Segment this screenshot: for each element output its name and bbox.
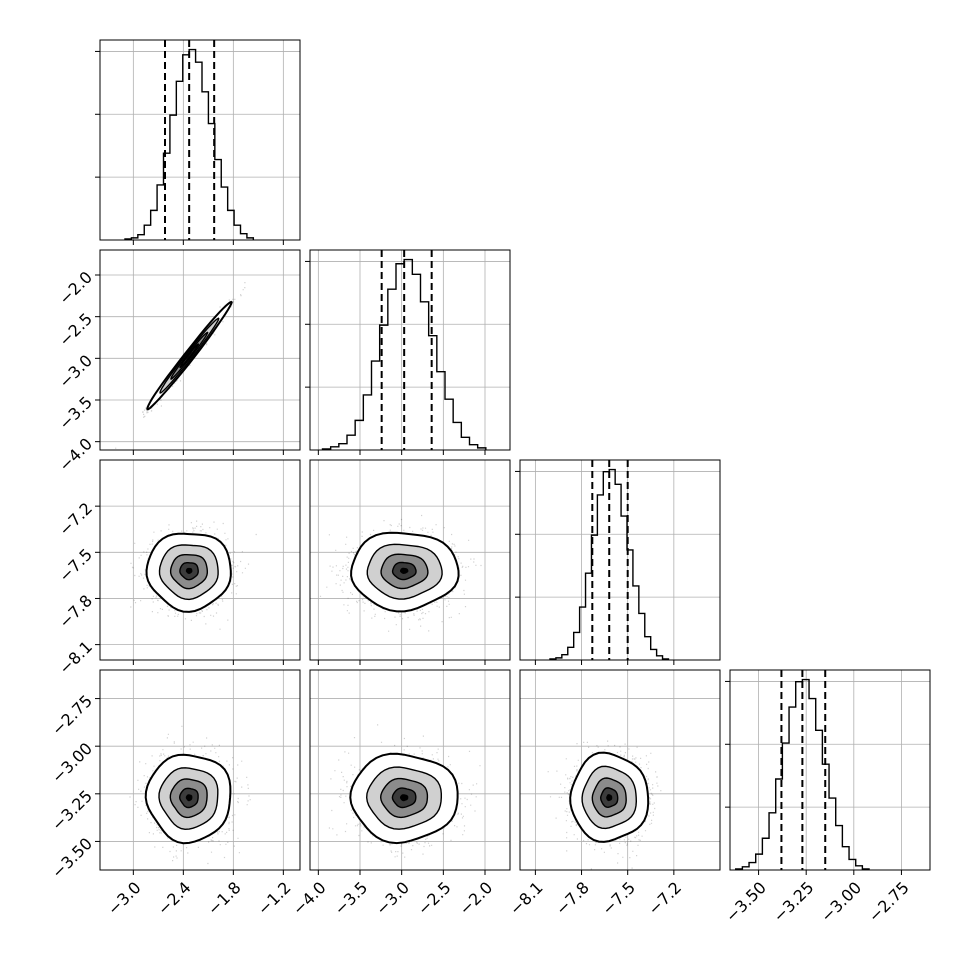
x-tick-label: −2.75 bbox=[865, 878, 913, 926]
y-tick-label: −3.25 bbox=[48, 786, 96, 834]
panel-frame bbox=[309, 249, 511, 451]
scatter-panel-0-2 bbox=[95, 459, 301, 665]
y-tick-label: −8.1 bbox=[55, 637, 96, 678]
contour-line-0 bbox=[144, 753, 232, 845]
contour-line-1 bbox=[158, 767, 219, 831]
x-tick-label: −3.50 bbox=[722, 878, 770, 926]
histogram-step-2 bbox=[549, 468, 670, 660]
contour-line-3 bbox=[178, 787, 199, 809]
contour-line-2 bbox=[169, 554, 208, 590]
x-tick-label: −3.5 bbox=[330, 878, 371, 919]
panel-content bbox=[100, 670, 300, 870]
panel-background bbox=[520, 460, 720, 660]
panel-frame bbox=[309, 669, 511, 871]
x-tick-label: −3.0 bbox=[372, 878, 413, 919]
histogram-step-3 bbox=[735, 678, 870, 870]
histogram-panel-2 bbox=[515, 459, 721, 665]
y-tick-label: −3.50 bbox=[48, 834, 96, 882]
panel-frame bbox=[309, 459, 511, 661]
panel-content bbox=[100, 250, 300, 450]
scatter-panel-2-3 bbox=[519, 669, 721, 875]
contour-line-3 bbox=[179, 343, 200, 369]
contour-line-1 bbox=[581, 765, 638, 830]
density-level-4 bbox=[185, 794, 193, 802]
contour-line-0 bbox=[145, 532, 232, 613]
scatter-panel-0-1 bbox=[95, 249, 301, 455]
x-tick-label: −2.4 bbox=[154, 878, 195, 919]
y-tick-label: −4.0 bbox=[55, 434, 96, 475]
contour-line-2 bbox=[170, 331, 209, 380]
histogram-panel-0 bbox=[95, 39, 301, 245]
y-tick-label: −3.00 bbox=[48, 739, 96, 787]
y-tick-label: −7.5 bbox=[55, 545, 96, 586]
contour-line-1 bbox=[366, 543, 443, 600]
x-tick-label: −2.5 bbox=[414, 878, 455, 919]
density-level-4 bbox=[606, 794, 613, 802]
x-tick-label: −1.2 bbox=[254, 878, 295, 919]
y-tick-label: −2.0 bbox=[55, 268, 96, 309]
x-tick-label: −1.8 bbox=[204, 878, 245, 919]
x-tick-label: −7.2 bbox=[644, 878, 685, 919]
panel-background bbox=[310, 250, 510, 450]
contour-line-0 bbox=[349, 752, 459, 845]
x-tick-label: −3.25 bbox=[769, 878, 817, 926]
panel-frame bbox=[519, 669, 721, 871]
histogram-panel-1 bbox=[305, 249, 511, 455]
x-tick-label: −3.0 bbox=[104, 878, 145, 919]
density-level-4 bbox=[185, 351, 193, 360]
panel-frame bbox=[519, 459, 721, 661]
contour-line-3 bbox=[391, 561, 417, 581]
contour-line-0 bbox=[350, 531, 460, 613]
y-tick-label: −7.8 bbox=[55, 591, 96, 632]
y-tick-label: −3.0 bbox=[55, 351, 96, 392]
y-tick-label: −2.5 bbox=[55, 309, 96, 350]
panel-frame bbox=[99, 669, 301, 871]
panel-frame bbox=[99, 39, 301, 241]
x-tick-label: −4.0 bbox=[289, 878, 330, 919]
panel-content bbox=[520, 670, 720, 870]
x-tick-label: −7.8 bbox=[552, 878, 593, 919]
contour-line-1 bbox=[365, 766, 442, 830]
x-tick-label: −7.5 bbox=[598, 878, 639, 919]
panel-background bbox=[100, 40, 300, 240]
contour-line-3 bbox=[599, 787, 619, 809]
contour-line-3 bbox=[179, 562, 199, 581]
contour-line-3 bbox=[391, 787, 417, 809]
panel-frame bbox=[729, 669, 931, 871]
panel-background bbox=[730, 670, 930, 870]
y-tick-label: −7.2 bbox=[55, 499, 96, 540]
x-tick-label: −3.00 bbox=[817, 878, 865, 926]
scatter-panel-1-3 bbox=[309, 669, 511, 875]
panel-frame bbox=[99, 459, 301, 661]
x-tick-label: −2.0 bbox=[455, 878, 496, 919]
contour-line-2 bbox=[169, 778, 208, 819]
panel-content bbox=[310, 670, 510, 870]
contour-line-0 bbox=[146, 300, 233, 411]
panel-content bbox=[100, 460, 300, 660]
y-tick-label: −3.5 bbox=[55, 393, 96, 434]
scatter-panel-1-2 bbox=[309, 459, 511, 665]
contour-line-2 bbox=[380, 553, 429, 590]
panel-frame bbox=[99, 249, 301, 451]
contour-line-2 bbox=[379, 777, 429, 819]
density-level-4 bbox=[400, 567, 409, 574]
y-tick-label: −2.75 bbox=[48, 691, 96, 739]
density-level-4 bbox=[399, 794, 409, 802]
density-level-4 bbox=[185, 567, 193, 574]
contour-line-2 bbox=[591, 777, 627, 818]
contour-line-1 bbox=[159, 317, 220, 394]
x-tick-label: −8.1 bbox=[506, 878, 547, 919]
contour-line-0 bbox=[569, 751, 650, 843]
panel-content bbox=[310, 460, 510, 660]
histogram-panel-3 bbox=[725, 669, 931, 875]
scatter-panel-0-3 bbox=[95, 669, 301, 875]
contour-line-1 bbox=[158, 544, 219, 601]
